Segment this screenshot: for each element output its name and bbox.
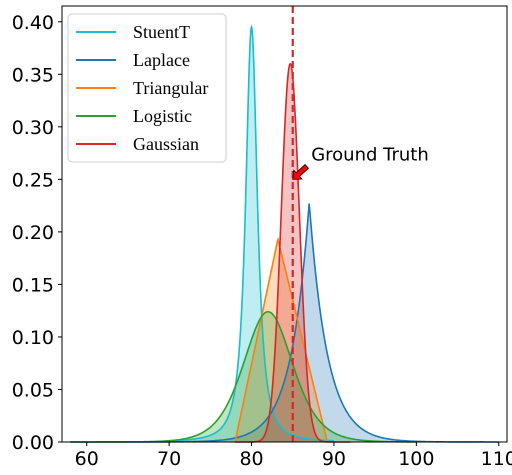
x-tick-label: 110 bbox=[481, 448, 512, 470]
ground-truth-annotation: Ground Truth bbox=[292, 144, 429, 180]
annotation-arrow bbox=[292, 163, 310, 180]
y-tick-label: 0.20 bbox=[12, 222, 54, 244]
area-laplace bbox=[70, 203, 499, 442]
y-tick-label: 0.05 bbox=[12, 379, 54, 401]
plot-frame bbox=[61, 5, 508, 443]
line-triangular bbox=[234, 237, 329, 443]
area-logistic bbox=[70, 311, 417, 442]
area-stuentt bbox=[169, 27, 334, 442]
y-tick-label: 0.40 bbox=[12, 12, 54, 34]
axes bbox=[61, 5, 508, 443]
x-axis-ticks: 60 70 80 90 100 110 bbox=[75, 442, 512, 470]
y-tick-label: 0.15 bbox=[12, 274, 54, 296]
y-tick-label: 0.35 bbox=[12, 64, 54, 86]
legend-box bbox=[67, 13, 227, 163]
legend-label-stuentt: StuentT bbox=[133, 22, 190, 42]
x-tick-label: 70 bbox=[157, 448, 181, 470]
y-tick-label: 0.30 bbox=[12, 117, 54, 139]
legend-label-logistic: Logistic bbox=[133, 106, 192, 126]
x-tick-label: 80 bbox=[239, 448, 263, 470]
legend-label-triangular: Triangular bbox=[133, 78, 208, 98]
y-tick-label: 0.00 bbox=[12, 432, 54, 454]
annotation-label: Ground Truth bbox=[311, 144, 429, 165]
legend-label-gaussian: Gaussian bbox=[133, 134, 199, 154]
x-tick-label: 60 bbox=[75, 448, 99, 470]
legend: StuentT Laplace Triangular Logistic Gaussian bbox=[67, 13, 227, 163]
y-axis-ticks: 0.00 0.05 0.10 0.15 0.20 0.25 0.30 0.35 0.40 bbox=[12, 12, 62, 454]
area-triangular bbox=[235, 239, 328, 442]
y-tick-label: 0.10 bbox=[12, 327, 54, 349]
x-tick-label: 100 bbox=[398, 448, 434, 470]
y-tick-label: 0.25 bbox=[12, 169, 54, 191]
line-stuentt bbox=[169, 24, 334, 442]
legend-label-laplace: Laplace bbox=[133, 50, 190, 70]
x-tick-label: 90 bbox=[322, 448, 346, 470]
